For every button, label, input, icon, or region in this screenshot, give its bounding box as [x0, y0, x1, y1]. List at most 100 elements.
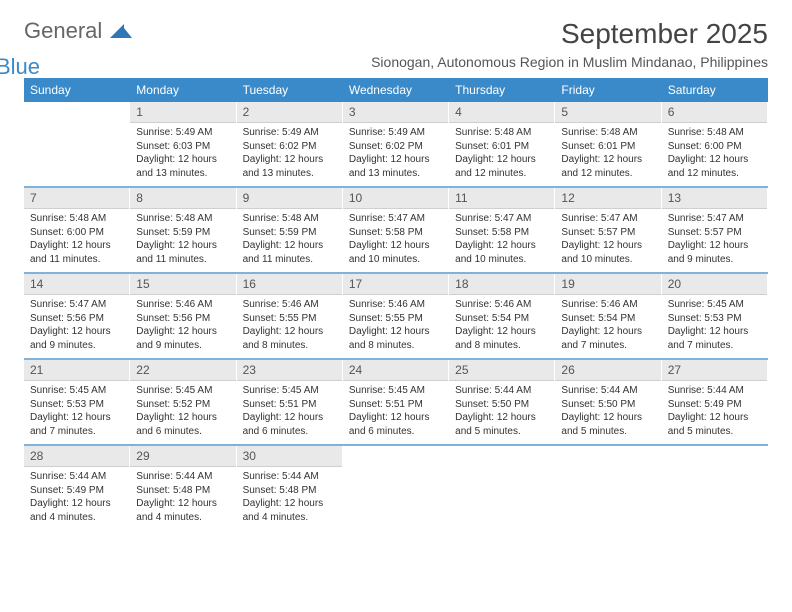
- day-number: 16: [237, 274, 342, 295]
- day-data: Sunrise: 5:47 AMSunset: 5:57 PMDaylight:…: [662, 209, 767, 272]
- sunset-text: Sunset: 6:03 PM: [136, 140, 229, 154]
- day-cell: 6Sunrise: 5:48 AMSunset: 6:00 PMDaylight…: [662, 102, 768, 186]
- sunset-text: Sunset: 6:00 PM: [668, 140, 761, 154]
- logo-text-1: General: [24, 18, 102, 43]
- day-cell: 10Sunrise: 5:47 AMSunset: 5:58 PMDayligh…: [343, 188, 449, 272]
- day-cell: 27Sunrise: 5:44 AMSunset: 5:49 PMDayligh…: [662, 360, 768, 444]
- day-cell: 26Sunrise: 5:44 AMSunset: 5:50 PMDayligh…: [555, 360, 661, 444]
- day-number: 18: [449, 274, 554, 295]
- daylight-text: Daylight: 12 hours and 8 minutes.: [455, 325, 548, 352]
- title-block: September 2025 Sionogan, Autonomous Regi…: [371, 18, 768, 70]
- day-cell: 15Sunrise: 5:46 AMSunset: 5:56 PMDayligh…: [130, 274, 236, 358]
- day-data: Sunrise: 5:44 AMSunset: 5:50 PMDaylight:…: [555, 381, 660, 444]
- weekday-wed: Wednesday: [343, 78, 449, 102]
- day-number: 22: [130, 360, 235, 381]
- sunset-text: Sunset: 5:51 PM: [243, 398, 336, 412]
- sunrise-text: Sunrise: 5:45 AM: [668, 298, 761, 312]
- weekday-mon: Monday: [130, 78, 236, 102]
- daylight-text: Daylight: 12 hours and 6 minutes.: [243, 411, 336, 438]
- daylight-text: Daylight: 12 hours and 7 minutes.: [668, 325, 761, 352]
- sunrise-text: Sunrise: 5:48 AM: [243, 212, 336, 226]
- week-separator: [24, 186, 768, 188]
- week-separator: [24, 272, 768, 274]
- daylight-text: Daylight: 12 hours and 9 minutes.: [30, 325, 123, 352]
- sunset-text: Sunset: 5:52 PM: [136, 398, 229, 412]
- day-data: Sunrise: 5:45 AMSunset: 5:53 PMDaylight:…: [24, 381, 129, 444]
- day-data: Sunrise: 5:48 AMSunset: 5:59 PMDaylight:…: [130, 209, 235, 272]
- sunset-text: Sunset: 5:59 PM: [136, 226, 229, 240]
- day-cell: 30Sunrise: 5:44 AMSunset: 5:48 PMDayligh…: [237, 446, 343, 530]
- day-cell: 3Sunrise: 5:49 AMSunset: 6:02 PMDaylight…: [343, 102, 449, 186]
- daylight-text: Daylight: 12 hours and 7 minutes.: [561, 325, 654, 352]
- day-cell: 29Sunrise: 5:44 AMSunset: 5:48 PMDayligh…: [130, 446, 236, 530]
- sunrise-text: Sunrise: 5:44 AM: [561, 384, 654, 398]
- day-cell: 2Sunrise: 5:49 AMSunset: 6:02 PMDaylight…: [237, 102, 343, 186]
- sunrise-text: Sunrise: 5:48 AM: [668, 126, 761, 140]
- daylight-text: Daylight: 12 hours and 12 minutes.: [455, 153, 548, 180]
- weekday-header-row: Sunday Monday Tuesday Wednesday Thursday…: [24, 78, 768, 102]
- daylight-text: Daylight: 12 hours and 13 minutes.: [136, 153, 229, 180]
- day-number: 9: [237, 188, 342, 209]
- logo-text-2: Blue: [0, 54, 40, 79]
- sunset-text: Sunset: 5:49 PM: [30, 484, 123, 498]
- day-data: Sunrise: 5:44 AMSunset: 5:50 PMDaylight:…: [449, 381, 554, 444]
- logo-triangle-icon: [110, 22, 132, 38]
- sunset-text: Sunset: 6:02 PM: [349, 140, 442, 154]
- sunset-text: Sunset: 5:55 PM: [243, 312, 336, 326]
- sunset-text: Sunset: 5:56 PM: [30, 312, 123, 326]
- week-row: 1Sunrise: 5:49 AMSunset: 6:03 PMDaylight…: [24, 102, 768, 186]
- logo: General Blue: [24, 18, 132, 70]
- day-cell: [555, 446, 661, 530]
- day-data: Sunrise: 5:44 AMSunset: 5:48 PMDaylight:…: [130, 467, 235, 530]
- week-separator: [24, 444, 768, 446]
- sunset-text: Sunset: 5:49 PM: [668, 398, 761, 412]
- day-number: 25: [449, 360, 554, 381]
- sunrise-text: Sunrise: 5:47 AM: [349, 212, 442, 226]
- sunrise-text: Sunrise: 5:46 AM: [455, 298, 548, 312]
- day-data: Sunrise: 5:44 AMSunset: 5:49 PMDaylight:…: [24, 467, 129, 530]
- sunrise-text: Sunrise: 5:44 AM: [668, 384, 761, 398]
- day-number: 26: [555, 360, 660, 381]
- day-cell: 18Sunrise: 5:46 AMSunset: 5:54 PMDayligh…: [449, 274, 555, 358]
- day-data: Sunrise: 5:45 AMSunset: 5:52 PMDaylight:…: [130, 381, 235, 444]
- day-data: Sunrise: 5:49 AMSunset: 6:02 PMDaylight:…: [343, 123, 448, 186]
- sunrise-text: Sunrise: 5:47 AM: [668, 212, 761, 226]
- day-data: Sunrise: 5:47 AMSunset: 5:58 PMDaylight:…: [449, 209, 554, 272]
- day-number: 27: [662, 360, 767, 381]
- day-data: Sunrise: 5:48 AMSunset: 6:01 PMDaylight:…: [555, 123, 660, 186]
- day-number: 1: [130, 102, 235, 123]
- sunset-text: Sunset: 6:02 PM: [243, 140, 336, 154]
- day-number: 23: [237, 360, 342, 381]
- sunset-text: Sunset: 5:50 PM: [455, 398, 548, 412]
- sunset-text: Sunset: 5:57 PM: [561, 226, 654, 240]
- daylight-text: Daylight: 12 hours and 11 minutes.: [30, 239, 123, 266]
- day-number: 19: [555, 274, 660, 295]
- day-cell: 9Sunrise: 5:48 AMSunset: 5:59 PMDaylight…: [237, 188, 343, 272]
- sunrise-text: Sunrise: 5:44 AM: [30, 470, 123, 484]
- location-subtitle: Sionogan, Autonomous Region in Muslim Mi…: [371, 54, 768, 70]
- day-cell: 7Sunrise: 5:48 AMSunset: 6:00 PMDaylight…: [24, 188, 130, 272]
- day-number: 5: [555, 102, 660, 123]
- sunrise-text: Sunrise: 5:45 AM: [136, 384, 229, 398]
- day-cell: 16Sunrise: 5:46 AMSunset: 5:55 PMDayligh…: [237, 274, 343, 358]
- day-cell: 21Sunrise: 5:45 AMSunset: 5:53 PMDayligh…: [24, 360, 130, 444]
- daylight-text: Daylight: 12 hours and 5 minutes.: [455, 411, 548, 438]
- day-cell: [24, 102, 130, 186]
- day-cell: 17Sunrise: 5:46 AMSunset: 5:55 PMDayligh…: [343, 274, 449, 358]
- day-number: 12: [555, 188, 660, 209]
- sunrise-text: Sunrise: 5:49 AM: [243, 126, 336, 140]
- daylight-text: Daylight: 12 hours and 8 minutes.: [349, 325, 442, 352]
- day-cell: [662, 446, 768, 530]
- weekday-sat: Saturday: [662, 78, 768, 102]
- day-number: 10: [343, 188, 448, 209]
- day-cell: 8Sunrise: 5:48 AMSunset: 5:59 PMDaylight…: [130, 188, 236, 272]
- day-data: Sunrise: 5:45 AMSunset: 5:51 PMDaylight:…: [237, 381, 342, 444]
- sunrise-text: Sunrise: 5:45 AM: [243, 384, 336, 398]
- sunrise-text: Sunrise: 5:45 AM: [349, 384, 442, 398]
- weeks-container: 1Sunrise: 5:49 AMSunset: 6:03 PMDaylight…: [24, 102, 768, 530]
- sunset-text: Sunset: 5:53 PM: [668, 312, 761, 326]
- sunset-text: Sunset: 5:58 PM: [349, 226, 442, 240]
- sunrise-text: Sunrise: 5:48 AM: [455, 126, 548, 140]
- daylight-text: Daylight: 12 hours and 13 minutes.: [349, 153, 442, 180]
- sunset-text: Sunset: 5:57 PM: [668, 226, 761, 240]
